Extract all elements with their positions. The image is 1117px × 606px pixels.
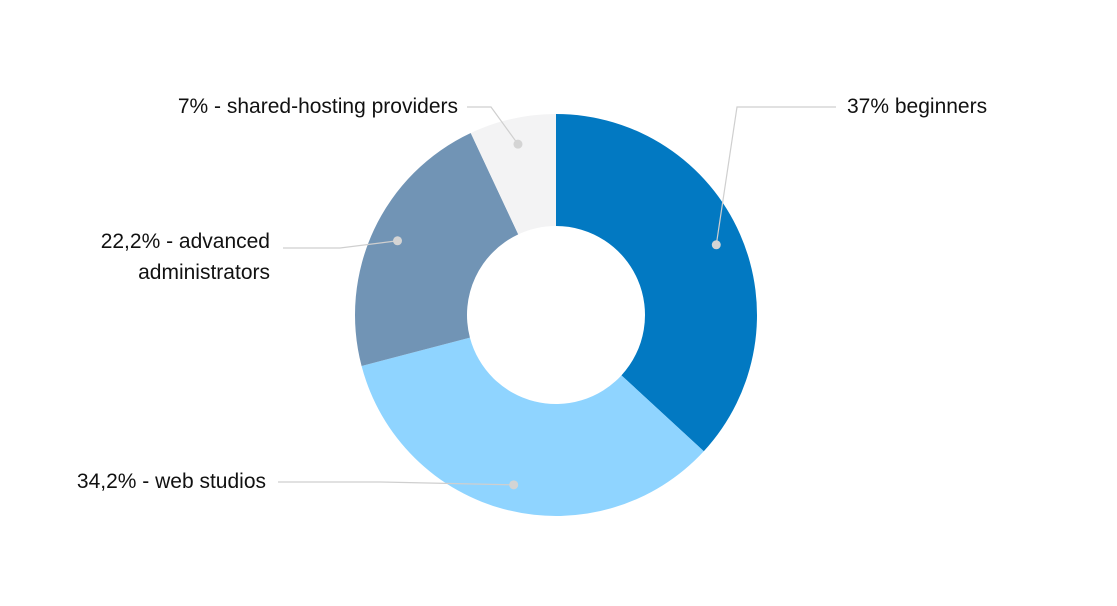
label-web-studios: 34,2% - web studios: [76, 470, 266, 493]
leader-line-advanced-administrators: [283, 240, 398, 249]
slice-advanced-administrators: [354, 132, 519, 367]
slice-beginners: [556, 114, 757, 452]
leader-line-beginners: [715, 106, 836, 245]
leader-dot-web-studios: [509, 480, 519, 490]
label-advanced-administrators: 22,2% - advanced administrators: [100, 230, 270, 284]
leader-dot-beginners: [711, 240, 721, 250]
leader-line-shared-hosting-providers: [467, 106, 519, 145]
slice-shared-hosting-providers: [470, 114, 556, 235]
label-shared-hosting-providers: 7% - shared-hosting providers: [177, 95, 458, 118]
leader-dot-advanced-administrators: [393, 236, 403, 246]
label-beginners: 37% beginners: [847, 95, 988, 118]
slice-web-studios: [361, 337, 704, 516]
leader-dot-shared-hosting-providers: [513, 139, 523, 149]
leader-line-web-studios: [278, 481, 514, 486]
